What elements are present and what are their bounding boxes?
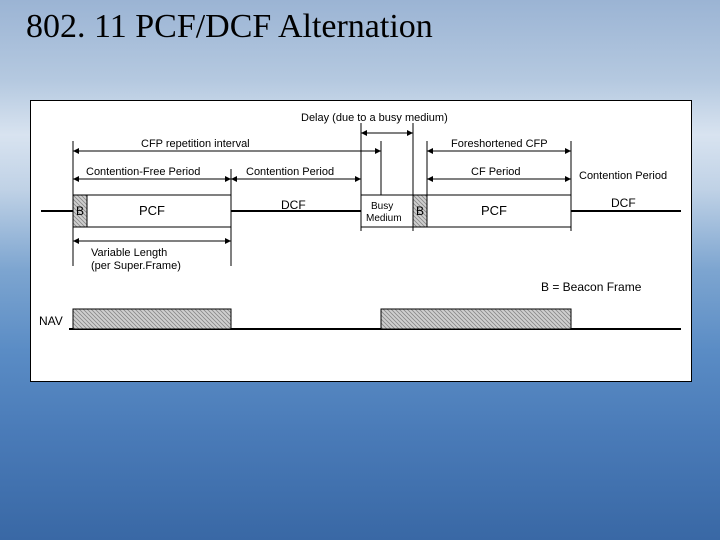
variable-length-label2: (per Super.Frame) [91, 260, 181, 272]
beacon-key-label: B = Beacon Frame [541, 280, 642, 294]
slide: 802. 11 PCF/DCF Alternation B PCF Busy M… [0, 0, 720, 540]
nav-label: NAV [39, 314, 63, 328]
cf-period-arrow: CF Period [427, 166, 571, 182]
cfp-label: Contention-Free Period [86, 166, 200, 178]
cp-arrow: Contention Period [231, 166, 361, 182]
cfp-interval-arrow: CFP repetition interval [73, 138, 381, 154]
cp-label: Contention Period [246, 166, 334, 178]
busy-medium-label1: Busy [371, 201, 393, 212]
nav-block-1 [73, 309, 231, 329]
dcf-1-label: DCF [281, 198, 306, 212]
nav-block-2 [381, 309, 571, 329]
cp2-label: Contention Period [579, 170, 667, 182]
dcf-2-label: DCF [611, 196, 636, 210]
variable-length-label1: Variable Length [91, 247, 167, 259]
pcf-1-label: PCF [139, 203, 165, 218]
variable-length-arrow: Variable Length (per Super.Frame) [73, 238, 231, 272]
cfp-interval-label: CFP repetition interval [141, 138, 250, 150]
foreshortened-arrow: Foreshortened CFP [427, 138, 571, 154]
diagram-svg: B PCF Busy Medium B PCF [31, 101, 691, 381]
beacon-1-label: B [76, 204, 84, 218]
beacon-2-label: B [416, 204, 424, 218]
foreshortened-label: Foreshortened CFP [451, 138, 548, 150]
cf-period-label: CF Period [471, 166, 521, 178]
delay-label: Delay (due to a busy medium) [301, 112, 448, 124]
slide-title: 802. 11 PCF/DCF Alternation [26, 8, 433, 46]
busy-medium-label2: Medium [366, 213, 402, 224]
pcf-dcf-diagram: B PCF Busy Medium B PCF [30, 100, 692, 382]
delay-arrow: Delay (due to a busy medium) [301, 112, 448, 136]
pcf-2-label: PCF [481, 203, 507, 218]
cfp-arrow: Contention-Free Period [73, 166, 231, 182]
